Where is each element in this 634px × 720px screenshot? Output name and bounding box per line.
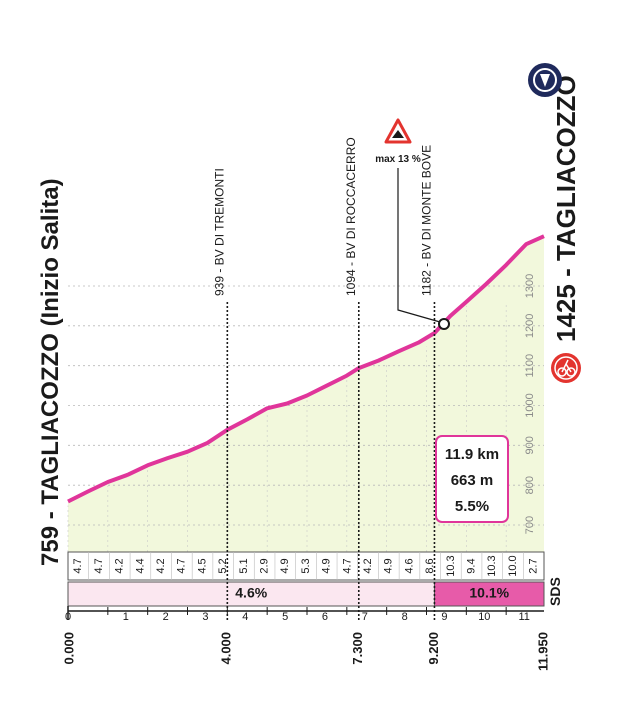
finish-badge-icon [528, 63, 562, 97]
km-gradient-label: 4.9 [321, 558, 333, 573]
distance-tick-label: 10 [478, 611, 490, 623]
distance-tick-label: 7 [362, 611, 368, 623]
km-gradient-label: 10.0 [507, 555, 519, 576]
distance-tick-label: 6 [322, 611, 328, 623]
km-gradient-label: 8.6 [424, 558, 436, 573]
km-gradient-strip: 4.7 4.7 4.2 4.4 4.2 4.7 4.5 5.2 5.1 2.9 4.9 5.3 4.9 4… [67, 551, 545, 581]
km-gradient-label: 4.7 [72, 558, 84, 573]
distance-tick-label: 3 [202, 611, 208, 623]
km-gradient-label: 10.3 [445, 555, 457, 576]
elevation-tick-label: 1300 [524, 274, 536, 298]
summary-gain: 663 m [451, 472, 494, 489]
km-gradient-label: 2.7 [528, 558, 540, 573]
waypoint-distance-label: 4.000 [219, 632, 234, 665]
elevation-tick-label: 700 [524, 516, 536, 534]
km-gradient-label: 2.9 [259, 558, 271, 573]
waypoint-distance-label: 9.200 [426, 632, 441, 665]
max-gradient-marker [438, 318, 450, 330]
km-gradient-label: 5.2 [217, 558, 229, 573]
km-gradient-label: 4.7 [176, 558, 188, 573]
km-gradient-label: 4.2 [155, 558, 167, 573]
start-label: 759 - TAGLIACOZZO (Inizio Salita) [37, 178, 64, 566]
distance-axis: 0 1 2 3 4 5 6 7 8 9 10 11 0.000 11.950 [61, 606, 550, 671]
sds-label: SDS [547, 577, 563, 606]
waypoints: 939 - BV DI TREMONTI 4.000 1094 - BV DI RO… [212, 137, 441, 664]
start-distance-label: 0.000 [61, 632, 76, 665]
elevation-tick-label: 1200 [524, 314, 536, 338]
profile-fill-area [68, 236, 544, 552]
km-gradient-strip-frame [67, 551, 545, 581]
distance-tick-label: 1 [123, 611, 129, 623]
summary-distance: 11.9 km [445, 446, 499, 463]
km-gradient-label: 4.2 [114, 558, 126, 573]
waypoint-label: 1094 - BV DI ROCCACERRO [344, 137, 358, 296]
distance-tick-label: 4 [242, 611, 248, 623]
average-gradient-segment [67, 581, 435, 607]
waypoint-label: 939 - BV DI TREMONTI [212, 168, 226, 296]
finish-label: 1425 - TAGLIACOZZO [551, 75, 581, 342]
climb-category-icon [551, 353, 581, 383]
km-gradient-label: 4.6 [403, 558, 415, 573]
waypoint-distance-label: 7.300 [350, 632, 365, 665]
elevation-tick-labels: 700 800 900 1000 1100 1200 1300 [524, 274, 536, 534]
average-gradient-label: 4.6% [235, 585, 267, 601]
distance-tick-label: 11 [518, 611, 529, 623]
km-gradient-label: 4.7 [93, 558, 105, 573]
waypoint-label: 1182 - BV DI MONTE BOVE [419, 145, 433, 296]
elevation-tick-label: 1000 [524, 393, 536, 417]
elevation-tick-label: 1100 [524, 354, 536, 378]
climb-summary-box: 11.9 km 663 m 5.5% [435, 435, 509, 523]
distance-tick-label: 8 [402, 611, 408, 623]
elevation-tick-label: 900 [524, 436, 536, 454]
km-gradient-label: 4.9 [279, 558, 291, 573]
km-gradient-label: 4.2 [362, 558, 374, 573]
km-gradient-label: 9.4 [466, 558, 478, 573]
average-gradient-strip: 4.6% 10.1% [67, 581, 545, 607]
km-gradient-label: 4.4 [134, 558, 146, 573]
km-gradient-label: 5.1 [238, 558, 250, 573]
elevation-tick-label: 800 [524, 476, 536, 494]
max-gradient-warning-icon [384, 118, 412, 144]
max-gradient-leader [397, 168, 441, 323]
km-gradient-label: 4.5 [196, 558, 208, 573]
distance-tick-label: 9 [441, 611, 447, 623]
distance-tick-label: 5 [282, 611, 288, 623]
average-gradient-segment [433, 581, 545, 607]
distance-tick-label: 0 [65, 611, 71, 623]
max-gradient-label: max 13 % [375, 154, 421, 165]
summary-gradient: 5.5% [455, 498, 489, 515]
km-gradient-label: 10.3 [486, 555, 498, 576]
average-gradient-label: 10.1% [469, 585, 509, 601]
km-gradient-label: 4.9 [383, 558, 395, 573]
end-distance-label: 11.950 [535, 632, 550, 671]
km-gradient-label: 5.3 [300, 558, 312, 573]
km-gradient-label: 4.7 [341, 558, 353, 573]
profile-line [67, 234, 545, 504]
distance-tick-label: 2 [163, 611, 169, 623]
